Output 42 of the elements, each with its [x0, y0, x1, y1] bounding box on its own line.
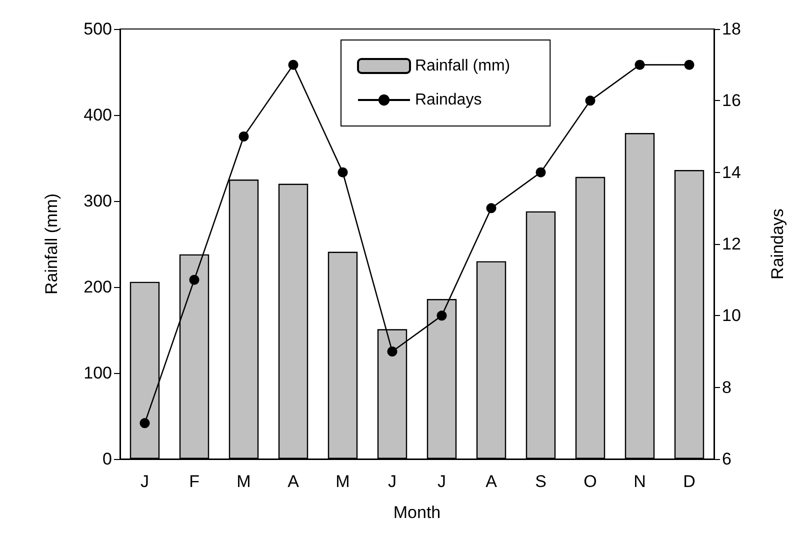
point: [486, 203, 496, 214]
y-tick-label: 200: [84, 278, 112, 296]
y2-tick-label: 12: [722, 234, 741, 254]
x-tick-label: D: [683, 472, 696, 491]
x-tick-label: M: [336, 472, 350, 491]
legend-label: Raindays: [415, 92, 482, 108]
point: [634, 60, 645, 70]
y2-tick-label: 8: [722, 378, 732, 397]
x-tick-label: J: [438, 472, 446, 491]
x-tick-label: J: [140, 472, 149, 491]
y-tick-label: 0: [102, 450, 112, 468]
y-tick-label: 400: [84, 106, 112, 124]
y2-tick-label: 6: [722, 450, 732, 468]
point: [140, 418, 150, 428]
y2-tick-label: 16: [722, 91, 741, 110]
y2-tick-label: 14: [722, 162, 741, 182]
y-tick-label: 500: [84, 20, 112, 38]
point: [189, 274, 200, 285]
x-tick-label: J: [388, 472, 396, 491]
x-tick-label: F: [189, 472, 200, 491]
x-tick-label: M: [236, 472, 251, 491]
point: [684, 60, 694, 70]
y2-tick-label: 18: [722, 20, 741, 38]
point: [387, 346, 398, 356]
x-tick-label: N: [634, 472, 646, 491]
x-tick-label: S: [535, 472, 546, 491]
point: [536, 167, 546, 178]
point: [338, 167, 348, 178]
y2-axis-title: Raindays: [768, 208, 787, 280]
y-tick-label: 300: [84, 192, 112, 210]
y-axis-title: Rainfall (mm): [42, 193, 61, 295]
point: [238, 132, 249, 142]
legend-label: Rainfall (mm): [415, 58, 510, 74]
x-tick-label: A: [486, 472, 498, 491]
y-tick-label: 100: [84, 364, 112, 382]
point: [288, 60, 298, 70]
x-axis-title: Month: [393, 503, 441, 522]
x-tick-label: O: [584, 472, 597, 491]
point: [585, 96, 596, 106]
point: [436, 310, 447, 321]
y2-tick-label: 10: [722, 306, 741, 326]
x-tick-label: A: [288, 472, 300, 491]
